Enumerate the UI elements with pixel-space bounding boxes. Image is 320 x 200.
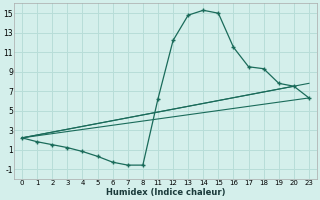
X-axis label: Humidex (Indice chaleur): Humidex (Indice chaleur) — [106, 188, 225, 197]
